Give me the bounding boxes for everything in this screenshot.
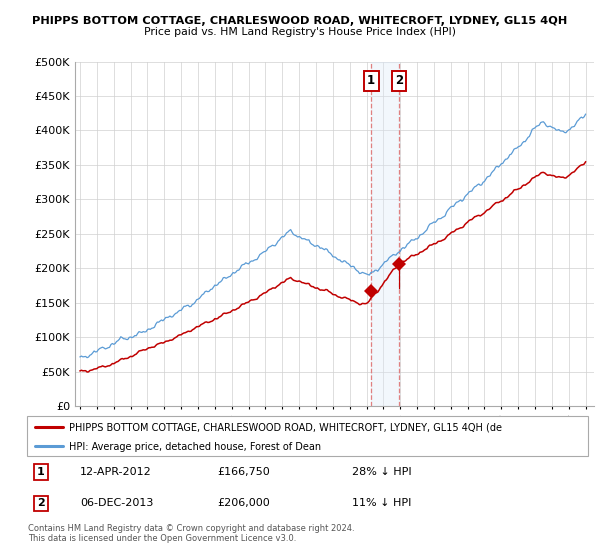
Text: £206,000: £206,000 <box>218 498 271 508</box>
Text: 12-APR-2012: 12-APR-2012 <box>80 467 152 477</box>
Text: 2: 2 <box>37 498 45 508</box>
Text: 28% ↓ HPI: 28% ↓ HPI <box>352 467 412 477</box>
Text: HPI: Average price, detached house, Forest of Dean: HPI: Average price, detached house, Fore… <box>69 442 321 452</box>
Text: 2: 2 <box>395 74 403 87</box>
Text: Contains HM Land Registry data © Crown copyright and database right 2024.
This d: Contains HM Land Registry data © Crown c… <box>28 524 355 543</box>
Text: 06-DEC-2013: 06-DEC-2013 <box>80 498 154 508</box>
Bar <box>371 62 399 406</box>
Text: £166,750: £166,750 <box>218 467 271 477</box>
Text: PHIPPS BOTTOM COTTAGE, CHARLESWOOD ROAD, WHITECROFT, LYDNEY, GL15 4QH (de: PHIPPS BOTTOM COTTAGE, CHARLESWOOD ROAD,… <box>69 422 502 432</box>
Text: Price paid vs. HM Land Registry's House Price Index (HPI): Price paid vs. HM Land Registry's House … <box>144 27 456 37</box>
Text: 1: 1 <box>37 467 45 477</box>
Text: PHIPPS BOTTOM COTTAGE, CHARLESWOOD ROAD, WHITECROFT, LYDNEY, GL15 4QH: PHIPPS BOTTOM COTTAGE, CHARLESWOOD ROAD,… <box>32 16 568 26</box>
Text: 1: 1 <box>367 74 375 87</box>
FancyBboxPatch shape <box>27 416 588 456</box>
Text: 11% ↓ HPI: 11% ↓ HPI <box>352 498 412 508</box>
